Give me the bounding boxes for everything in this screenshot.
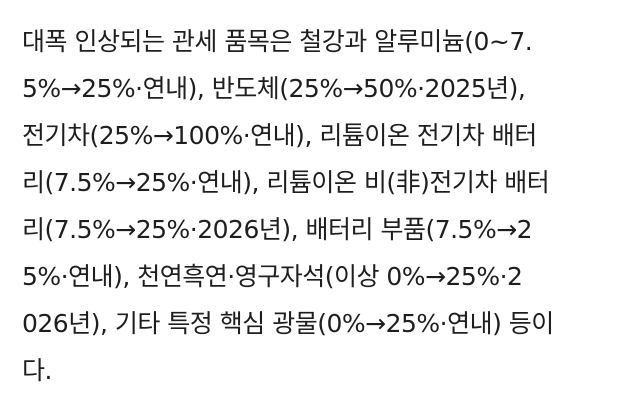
text-line: 026년), 기타 특정 핵심 광물(0%→25%·연내) 등이 [22, 309, 554, 338]
text-line: 리(7.5%→25%·연내), 리튬이온 비(非)전기차 배터 [22, 168, 550, 197]
text-line: 대폭 인상되는 관세 품목은 철강과 알루미늄(0~7. [22, 27, 533, 56]
text-line: 5%·연내), 천연흑연·영구자석(이상 0%→25%·2 [22, 262, 523, 291]
text-line: 5%→25%·연내), 반도체(25%→50%·2025년), [22, 74, 526, 103]
article-paragraph: 대폭 인상되는 관세 품목은 철강과 알루미늄(0~7. 5%→25%·연내),… [22, 18, 554, 394]
text-line: 다. [22, 356, 52, 385]
text-line: 전기차(25%→100%·연내), 리튬이온 전기차 배터 [22, 121, 537, 150]
text-line: 리(7.5%→25%·2026년), 배터리 부품(7.5%→2 [22, 215, 533, 244]
